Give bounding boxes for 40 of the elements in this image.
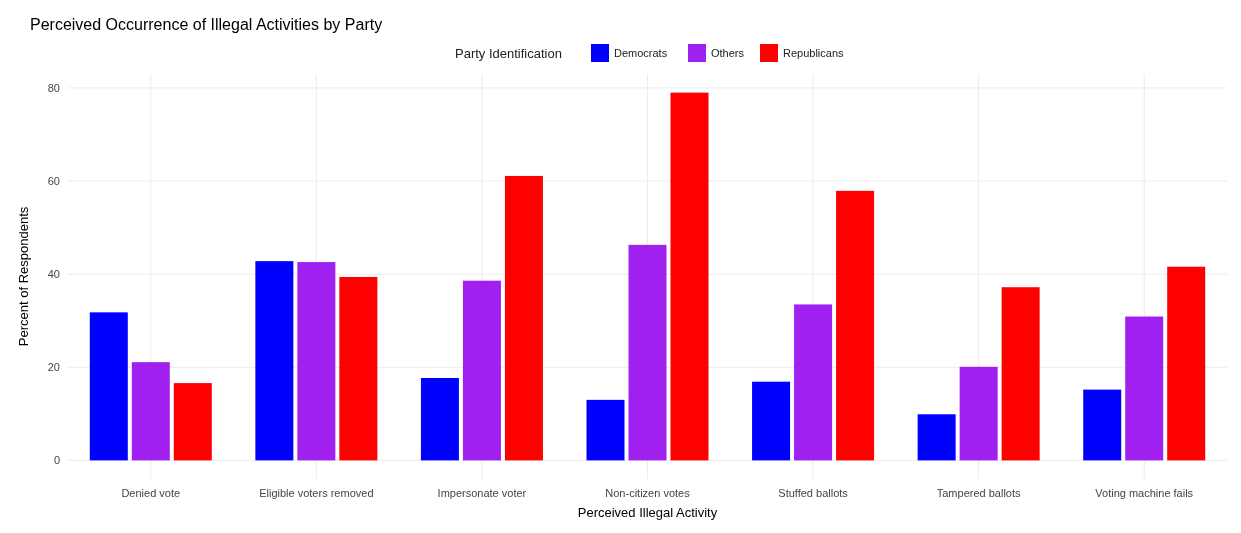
legend-label: Others [711, 47, 745, 59]
bar [420, 377, 459, 461]
bar [504, 175, 543, 461]
y-tick-label: 0 [53, 454, 60, 467]
y-tick-label: 20 [47, 361, 60, 374]
bar [752, 381, 791, 461]
bar [917, 414, 956, 461]
x-tick-label: Denied vote [121, 487, 181, 499]
bar [1001, 287, 1040, 461]
bar [670, 92, 709, 461]
bar [586, 399, 625, 461]
bar [462, 280, 501, 461]
x-tick-label: Eligible voters removed [259, 487, 374, 499]
x-tick-label: Impersonate voter [437, 487, 527, 499]
bar [1125, 316, 1164, 461]
chart-title: Perceived Occurrence of Illegal Activities by Party [30, 16, 383, 33]
bar [339, 276, 378, 461]
bar [89, 312, 128, 461]
legend-label: Republicans [783, 47, 845, 59]
bar [131, 362, 170, 461]
bar [297, 262, 336, 461]
legend-title: Party Identification [455, 46, 562, 61]
bar [1167, 266, 1206, 461]
x-axis-title: Perceived Illegal Activity [577, 505, 718, 520]
bar [1083, 389, 1122, 461]
x-tick-label: Tampered ballots [936, 487, 1022, 499]
bar [173, 383, 212, 461]
y-axis-title: Percent of Respondents [16, 206, 31, 347]
bar [628, 244, 667, 461]
bar [794, 304, 833, 461]
y-tick-label: 80 [47, 81, 60, 94]
legend-label: Democrats [614, 47, 668, 59]
x-tick-label: Non-citizen votes [605, 487, 691, 499]
y-tick-label: 60 [47, 175, 60, 188]
bar [836, 190, 875, 461]
y-tick-label: 40 [47, 268, 60, 281]
x-tick-label: Stuffed ballots [778, 487, 849, 499]
bar [959, 366, 998, 461]
x-tick-label: Voting machine fails [1095, 487, 1194, 499]
bar [255, 261, 294, 461]
